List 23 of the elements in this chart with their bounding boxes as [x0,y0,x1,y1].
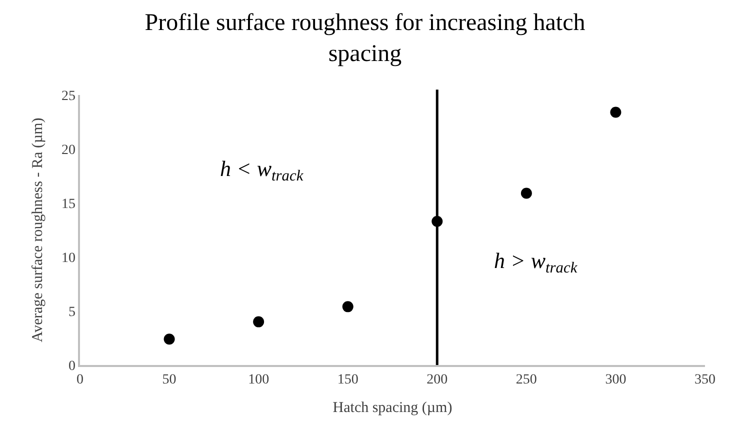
point [610,106,622,118]
y-tick-label: 20 [61,142,76,158]
y-tick-label: 25 [61,88,76,104]
y-tick-label: 15 [61,196,76,212]
x-tick-label: 300 [605,372,626,388]
point [342,301,354,312]
point [520,188,532,199]
point [164,334,175,345]
x-tick-label: 150 [337,372,358,388]
point [253,316,264,328]
annotation: h < w$_{track}$ [220,156,304,185]
y-tick-label: 5 [68,304,76,320]
x-tick-label: 350 [694,372,716,388]
y-axis-title: Average surface roughness - Ra (µm) [30,118,46,342]
x-tick-label: 50 [162,372,176,388]
x-tick-label: 250 [516,372,537,388]
chart-title: Profile surface roughness for increasing hatch spacing [144,10,586,67]
y-tick-label: 0 [68,358,76,374]
y-tick-label: 10 [61,250,76,266]
x-tick-label: 100 [248,372,270,388]
annotation: h > w$_{track}$ [494,248,578,277]
x-tick-label: 200 [426,372,448,388]
x-axis-title: Hatch spacing (µm) [332,400,452,416]
